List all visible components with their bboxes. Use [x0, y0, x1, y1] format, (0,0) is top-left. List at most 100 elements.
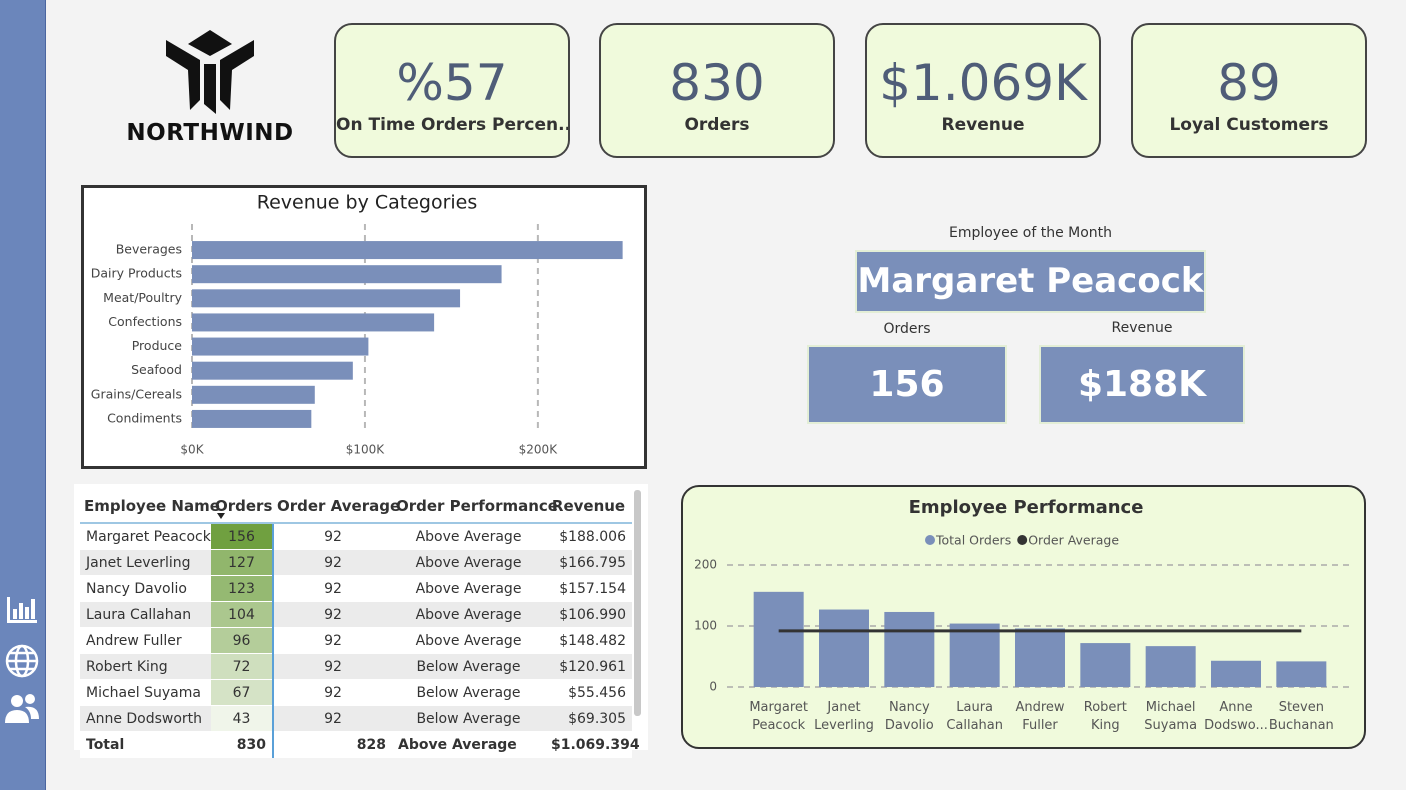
- logo-text: NORTHWIND: [126, 120, 294, 146]
- x-tick-label: Janet Leverling: [814, 700, 874, 733]
- employee-table: Employee Name Orders Order Average Order Pe…: [74, 484, 648, 758]
- column-header: Order Average: [273, 490, 400, 524]
- chart-title: Employee Performance: [909, 497, 1144, 518]
- table-cell: 67: [211, 679, 273, 706]
- column-header: Employee Name: [80, 490, 220, 524]
- kpi-card: 89 Loyal Customers: [1131, 23, 1367, 158]
- bar: [1080, 643, 1131, 687]
- kpi-value: 89: [1217, 54, 1281, 112]
- table-cell: Above Average: [392, 549, 545, 576]
- header-row: Employee Name Orders Order Average Order Pe…: [80, 490, 632, 524]
- eom-orders: 156: [807, 345, 1007, 424]
- category-chart: Revenue by Categories $0K $100K $200K Bever…: [81, 185, 647, 469]
- table-cell: Andrew Fuller: [80, 627, 211, 654]
- x-tick-label: Anne Dodswo...: [1204, 700, 1268, 733]
- table-cell: Above Average: [392, 523, 545, 550]
- x-tick-label: $200K: [519, 443, 559, 457]
- table-cell: 104: [211, 601, 273, 628]
- kpi-card: 830 Orders: [599, 23, 835, 158]
- eom-revenue: $188K: [1039, 345, 1245, 424]
- table-cell: Nancy Davolio: [80, 575, 211, 602]
- table-cell: 92: [272, 653, 392, 680]
- y-tick-label: 0: [709, 680, 717, 694]
- table-cell: Michael Suyama: [80, 679, 211, 706]
- table-cell: Above Average: [392, 601, 545, 628]
- y-tick-label: Confections: [108, 314, 182, 329]
- bar: [1145, 646, 1196, 687]
- chart: Employee Performance 0 100 200 Total Orders…: [694, 497, 1350, 694]
- x-tick-label: Robert King: [1083, 700, 1127, 733]
- table-cell: $157.154: [545, 575, 632, 602]
- bar: [753, 591, 804, 687]
- bar: [192, 337, 369, 356]
- bar: [1015, 628, 1065, 687]
- column-header: Order Performance: [392, 490, 558, 524]
- table-cell: $55.456: [545, 679, 632, 706]
- bar: [192, 361, 353, 380]
- table-cell: 123: [211, 575, 273, 602]
- chart-title: Revenue by Categories: [257, 192, 478, 214]
- table-cell: 96: [211, 627, 273, 654]
- scrollbar[interactable]: [634, 490, 641, 716]
- legend-label: Total Orders: [935, 533, 1011, 548]
- bar: [192, 313, 435, 332]
- table-cell: 92: [272, 601, 392, 628]
- x-tick-label: Michael Suyama: [1144, 700, 1198, 733]
- table-cell: Janet Leverling: [80, 549, 211, 576]
- report-icon[interactable]: [7, 597, 37, 623]
- performance-chart: Employee Performance 0 100 200 Total Orders…: [681, 485, 1366, 749]
- table-cell: Laura Callahan: [80, 601, 211, 628]
- table-cell: $148.482: [545, 627, 632, 654]
- sort-indicator[interactable]: [215, 512, 227, 520]
- table: Employee Name Orders Order Average Order Pe…: [80, 490, 640, 758]
- y-tick-label: Meat/Poultry: [103, 290, 182, 305]
- table-cell: 92: [272, 627, 392, 654]
- y-tick-label: Produce: [132, 338, 183, 353]
- x-tick-label: Nancy Davolio: [884, 700, 934, 733]
- x-tick-label: $100K: [346, 443, 386, 457]
- legend-marker: [925, 535, 935, 545]
- kpi-label: On Time Orders Percen...: [336, 115, 568, 135]
- table-cell: Above Average: [392, 575, 545, 602]
- x-tick-label: Steven Buchanan: [1268, 700, 1334, 733]
- bar: [192, 289, 461, 308]
- kpi-label: Loyal Customers: [1169, 115, 1329, 135]
- kpi-value: $1.069K: [879, 54, 1087, 112]
- logo: NORTHWIND: [120, 28, 300, 148]
- legend-marker: [1017, 535, 1028, 545]
- column-header: Revenue: [545, 490, 632, 524]
- total-cell: Above Average: [392, 731, 545, 758]
- kpi-label: Orders: [684, 115, 750, 135]
- table-cell: 92: [272, 523, 392, 550]
- table-cell: 156: [211, 523, 273, 550]
- table-cell: $69.305: [545, 705, 632, 732]
- bar: [819, 609, 869, 687]
- total-row: Total 830 828 Above Average $1.069.394: [80, 731, 640, 758]
- bar: [949, 623, 1000, 687]
- table-cell: 127: [211, 549, 273, 576]
- kpi-label: Revenue: [941, 115, 1025, 135]
- nav-icons: [5, 597, 39, 723]
- logo-mark: [166, 30, 254, 114]
- kpi-value: 830: [669, 54, 765, 112]
- globe-icon[interactable]: [5, 644, 39, 678]
- table-cell: Anne Dodsworth: [80, 705, 211, 732]
- x-tick-label: Margaret Peacock: [749, 700, 808, 733]
- table-cell: Above Average: [392, 627, 545, 654]
- table-cell: 92: [272, 705, 392, 732]
- total-cell: Total: [80, 731, 211, 758]
- table-cell: Below Average: [392, 653, 545, 680]
- table-cell: Margaret Peacock: [80, 523, 211, 550]
- table-row: Margaret Peacock 156 92 Above Average $188.0…: [80, 523, 632, 550]
- table-row: Laura Callahan 104 92 Above Average $106.990: [80, 601, 632, 628]
- people-icon[interactable]: [5, 694, 39, 723]
- table-row: Robert King 72 92 Below Average $120.961: [80, 653, 632, 680]
- table-cell: Below Average: [392, 679, 545, 706]
- total-cell: 830: [211, 731, 273, 758]
- table-cell: 92: [272, 575, 392, 602]
- y-tick-label: Condiments: [107, 410, 182, 425]
- bar: [192, 409, 312, 428]
- eom-name: Margaret Peacock: [855, 250, 1206, 313]
- table-cell: Robert King: [80, 653, 211, 680]
